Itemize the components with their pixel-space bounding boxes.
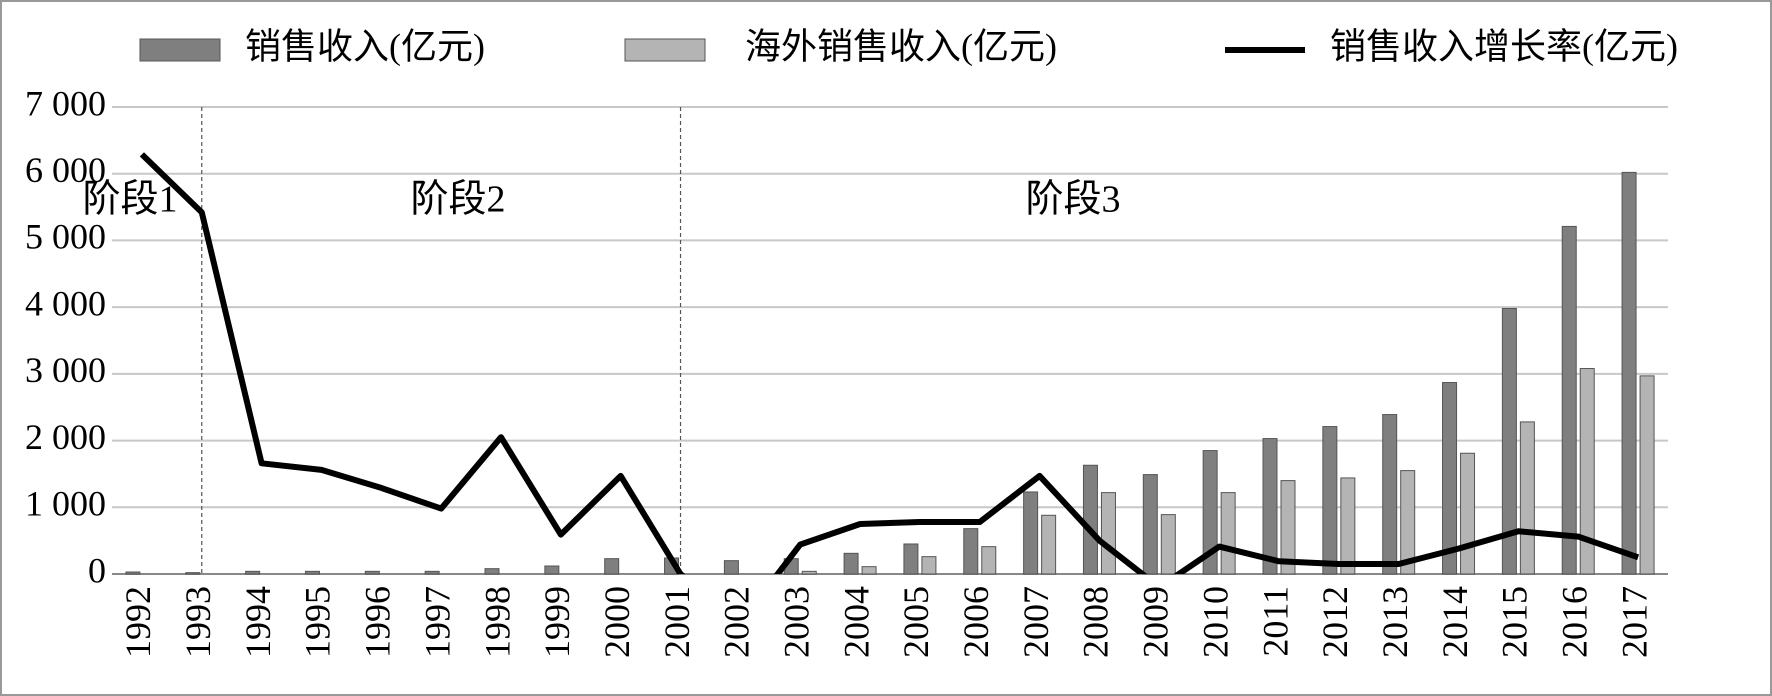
x-tick-label: 2011: [1255, 586, 1295, 657]
growth-line: [139, 152, 1640, 574]
legend-label: 海外销售收入(亿元): [745, 26, 1057, 66]
bar: [304, 570, 320, 575]
bar: [1340, 477, 1356, 575]
bar: [843, 552, 859, 575]
bar: [1041, 514, 1057, 575]
x-tick-label: 1998: [477, 586, 517, 658]
bar: [921, 556, 937, 575]
legend-label: 销售收入增长率(亿元): [1330, 26, 1678, 66]
bar: [1280, 480, 1296, 575]
y-tick-label: 6 000: [25, 150, 106, 190]
bar: [1262, 438, 1278, 575]
x-tick-label: 1992: [118, 586, 158, 658]
phase-label: 阶段2: [410, 179, 505, 221]
bar: [1142, 474, 1158, 575]
x-tick-label: 1994: [238, 586, 278, 658]
bar: [424, 570, 440, 575]
x-tick-label: 2010: [1195, 586, 1235, 658]
x-tick-label: 2001: [657, 586, 697, 658]
phase-label: 阶段1: [82, 179, 177, 221]
legend-swatch: [139, 38, 221, 62]
bar: [801, 570, 817, 575]
x-tick-label: 2005: [896, 586, 936, 658]
bar: [1561, 225, 1577, 575]
x-tick-label: 2009: [1136, 586, 1176, 658]
bar: [861, 566, 877, 575]
bar: [1639, 375, 1655, 575]
x-tick-label: 1996: [358, 586, 398, 658]
x-tick-label: 2008: [1076, 586, 1116, 658]
x-tick-label: 1995: [298, 586, 338, 658]
bar: [1460, 452, 1476, 575]
bar: [364, 570, 380, 575]
x-tick-label: 2000: [597, 586, 637, 658]
bar: [1100, 492, 1116, 575]
bar: [1082, 464, 1098, 575]
line-group: [139, 152, 1640, 574]
legend-label: 销售收入(亿元): [245, 26, 485, 66]
x-tick-label: 2014: [1435, 586, 1475, 658]
y-tick-label: 7 000: [25, 83, 106, 123]
bar: [604, 558, 620, 575]
bar: [981, 546, 997, 575]
x-tick-label: 2007: [1016, 586, 1056, 658]
bar: [963, 528, 979, 575]
y-tick-label: 3 000: [25, 350, 106, 390]
bar: [1160, 514, 1176, 575]
phase-label: 阶段3: [1025, 179, 1120, 221]
x-tick-label: 2003: [776, 586, 816, 658]
x-tick-label: 2013: [1375, 586, 1415, 658]
bar: [1202, 450, 1218, 575]
y-tick-label: 2 000: [25, 417, 106, 457]
y-tick-label: 1 000: [25, 484, 106, 524]
x-tick-label: 2012: [1315, 586, 1355, 658]
x-tick-label: 2017: [1614, 586, 1654, 658]
bar: [1519, 421, 1535, 575]
bar: [484, 568, 500, 575]
bar: [1322, 426, 1338, 575]
bar: [1382, 414, 1398, 575]
bar: [1023, 491, 1039, 575]
x-tick-label: 2015: [1495, 586, 1535, 658]
bar: [723, 560, 739, 575]
bar: [245, 570, 261, 575]
bar: [125, 571, 141, 575]
x-tick-label: 1993: [178, 586, 218, 658]
y-tick-label: 5 000: [25, 217, 106, 257]
x-tick-label: 1999: [537, 586, 577, 658]
bar: [185, 572, 201, 575]
x-tick-label: 2002: [717, 586, 757, 658]
x-tick-label: 2016: [1554, 586, 1594, 658]
x-tick-label: 2004: [836, 586, 876, 658]
bar: [1501, 307, 1517, 575]
bar: [544, 565, 560, 575]
bar: [1579, 368, 1595, 575]
bar: [903, 543, 919, 575]
bar: [1400, 470, 1416, 575]
bar: [1621, 171, 1637, 575]
y-tick-label: 0: [88, 550, 106, 590]
x-tick-label: 2006: [956, 586, 996, 658]
bar: [1220, 492, 1236, 575]
y-tick-label: 4 000: [25, 283, 106, 323]
legend-swatch: [624, 38, 706, 62]
bar: [1442, 382, 1458, 575]
x-tick-label: 1997: [417, 586, 457, 658]
